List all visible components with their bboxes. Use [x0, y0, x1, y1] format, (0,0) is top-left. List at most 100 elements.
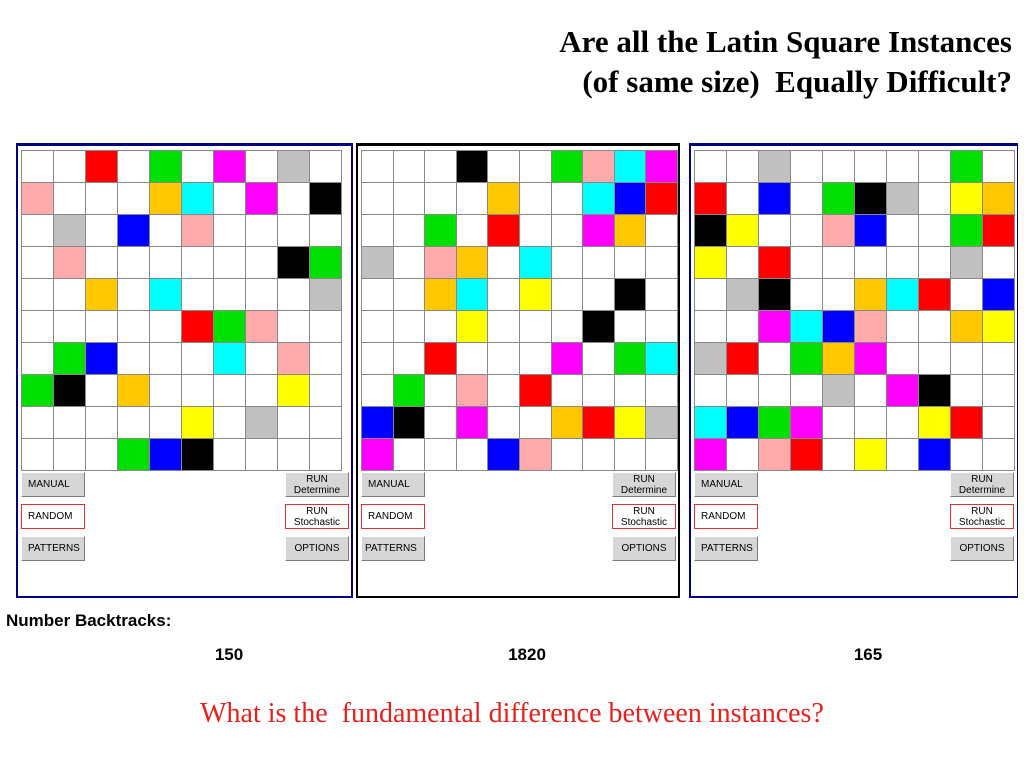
grid-cell[interactable] — [309, 438, 342, 471]
grid-cell[interactable] — [645, 182, 678, 215]
grid-cell[interactable] — [645, 438, 678, 471]
grid-cell[interactable] — [613, 310, 647, 343]
grid-cell[interactable] — [53, 374, 86, 407]
grid-cell[interactable] — [181, 342, 214, 375]
grid-cell[interactable] — [854, 182, 887, 215]
grid-cell[interactable] — [950, 150, 983, 183]
grid-cell[interactable] — [117, 406, 150, 439]
grid-cell[interactable] — [790, 310, 823, 343]
grid-cell[interactable] — [181, 246, 214, 279]
grid-cell[interactable] — [886, 374, 919, 407]
grid-cell[interactable] — [518, 246, 552, 279]
grid-cell[interactable] — [85, 406, 118, 439]
grid-cell[interactable] — [950, 438, 983, 471]
grid-cell[interactable] — [149, 214, 182, 247]
grid-cell[interactable] — [645, 278, 678, 311]
grid-cell[interactable] — [424, 214, 457, 247]
patterns-button[interactable]: PATTERNS — [361, 536, 425, 561]
grid-cell[interactable] — [53, 214, 86, 247]
grid-cell[interactable] — [550, 310, 584, 343]
grid-cell[interactable] — [149, 374, 182, 407]
grid-cell[interactable] — [53, 342, 86, 375]
grid-cell[interactable] — [424, 246, 457, 279]
run-stochastic-button[interactable]: RUN Stochastic — [950, 504, 1014, 529]
grid-cell[interactable] — [613, 406, 647, 439]
grid-cell[interactable] — [790, 214, 823, 247]
grid-cell[interactable] — [822, 406, 855, 439]
grid-cell[interactable] — [822, 278, 855, 311]
grid-cell[interactable] — [149, 342, 182, 375]
grid-cell[interactable] — [455, 150, 489, 183]
grid-cell[interactable] — [982, 438, 1015, 471]
grid-cell[interactable] — [361, 150, 394, 183]
grid-cell[interactable] — [487, 406, 520, 439]
grid-cell[interactable] — [518, 438, 552, 471]
grid-cell[interactable] — [424, 310, 457, 343]
grid-cell[interactable] — [245, 150, 278, 183]
grid-cell[interactable] — [149, 310, 182, 343]
latin-square-grid[interactable] — [21, 150, 342, 471]
grid-cell[interactable] — [392, 374, 426, 407]
grid-cell[interactable] — [726, 310, 759, 343]
grid-cell[interactable] — [518, 150, 552, 183]
grid-cell[interactable] — [822, 310, 855, 343]
grid-cell[interactable] — [149, 278, 182, 311]
patterns-button[interactable]: PATTERNS — [21, 536, 85, 561]
grid-cell[interactable] — [726, 406, 759, 439]
grid-cell[interactable] — [487, 150, 520, 183]
grid-cell[interactable] — [854, 278, 887, 311]
grid-cell[interactable] — [181, 150, 214, 183]
run-stochastic-button[interactable]: RUN Stochastic — [285, 504, 349, 529]
grid-cell[interactable] — [424, 342, 457, 375]
grid-cell[interactable] — [950, 374, 983, 407]
grid-cell[interactable] — [550, 246, 584, 279]
grid-cell[interactable] — [918, 438, 951, 471]
grid-cell[interactable] — [918, 406, 951, 439]
grid-cell[interactable] — [424, 278, 457, 311]
grid-cell[interactable] — [277, 278, 310, 311]
grid-cell[interactable] — [582, 438, 615, 471]
grid-cell[interactable] — [85, 214, 118, 247]
grid-cell[interactable] — [455, 214, 489, 247]
grid-cell[interactable] — [149, 406, 182, 439]
grid-cell[interactable] — [213, 214, 246, 247]
grid-cell[interactable] — [245, 246, 278, 279]
grid-cell[interactable] — [85, 342, 118, 375]
grid-cell[interactable] — [854, 342, 887, 375]
grid-cell[interactable] — [790, 182, 823, 215]
grid-cell[interactable] — [582, 150, 615, 183]
grid-cell[interactable] — [918, 246, 951, 279]
grid-cell[interactable] — [790, 374, 823, 407]
grid-cell[interactable] — [117, 246, 150, 279]
grid-cell[interactable] — [790, 342, 823, 375]
grid-cell[interactable] — [854, 246, 887, 279]
grid-cell[interactable] — [758, 374, 791, 407]
grid-cell[interactable] — [758, 214, 791, 247]
grid-cell[interactable] — [21, 214, 54, 247]
grid-cell[interactable] — [645, 214, 678, 247]
grid-cell[interactable] — [694, 278, 727, 311]
grid-cell[interactable] — [613, 182, 647, 215]
grid-cell[interactable] — [149, 438, 182, 471]
grid-cell[interactable] — [758, 246, 791, 279]
grid-cell[interactable] — [53, 278, 86, 311]
grid-cell[interactable] — [455, 342, 489, 375]
run-determine-button[interactable]: RUN Determine — [285, 472, 349, 497]
grid-cell[interactable] — [245, 374, 278, 407]
grid-cell[interactable] — [85, 438, 118, 471]
grid-cell[interactable] — [758, 150, 791, 183]
grid-cell[interactable] — [886, 438, 919, 471]
grid-cell[interactable] — [918, 374, 951, 407]
grid-cell[interactable] — [245, 278, 278, 311]
grid-cell[interactable] — [950, 310, 983, 343]
grid-cell[interactable] — [918, 182, 951, 215]
grid-cell[interactable] — [790, 406, 823, 439]
grid-cell[interactable] — [518, 278, 552, 311]
grid-cell[interactable] — [950, 246, 983, 279]
grid-cell[interactable] — [309, 374, 342, 407]
grid-cell[interactable] — [487, 438, 520, 471]
grid-cell[interactable] — [213, 182, 246, 215]
run-stochastic-button[interactable]: RUN Stochastic — [612, 504, 676, 529]
latin-square-grid[interactable] — [361, 150, 678, 471]
grid-cell[interactable] — [726, 246, 759, 279]
